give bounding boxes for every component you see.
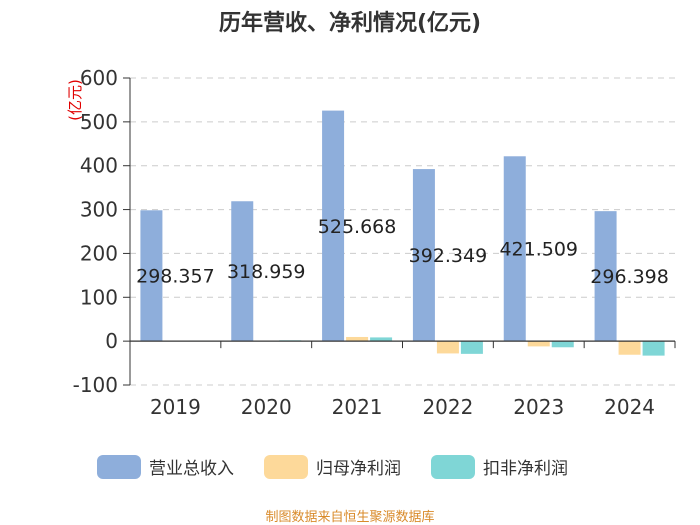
axes (129, 78, 676, 385)
legend-swatch (431, 455, 475, 479)
data-label: 318.959 (227, 261, 306, 283)
source-note: 制图数据来自恒生聚源数据库 (265, 509, 434, 525)
bar-2023-s1 (527, 341, 550, 347)
bar-2023-s0 (503, 156, 526, 342)
data-label: 392.349 (409, 245, 488, 267)
x-tick-label: 2020 (241, 395, 292, 419)
data-label: 298.357 (136, 266, 215, 288)
bar-2024-s0 (594, 211, 617, 342)
y-axis-ticks: -100 0 100 200 300 400 500 600 (73, 66, 130, 397)
y-tick-label: 200 (80, 241, 118, 265)
bar-2022-s1 (436, 341, 459, 354)
legend-swatch (264, 455, 308, 479)
y-tick-label: 400 (80, 154, 118, 178)
data-labels: 298.357 318.959 525.668 392.349 421.509 296.3… (136, 216, 669, 288)
legend-label: 归母净利润 (316, 459, 401, 479)
bar-2021-s1 (346, 336, 369, 342)
bar-2024-s2 (642, 341, 665, 356)
legend-label: 营业总收入 (149, 459, 234, 479)
x-tick-label: 2019 (150, 395, 201, 419)
legend: 营业总收入 归母净利润 扣非净利润 (97, 455, 568, 479)
bar-2021-s2 (370, 337, 393, 342)
data-label: 421.509 (499, 239, 578, 261)
y-axis-label: (亿元) (66, 79, 84, 121)
x-tick-label: 2021 (332, 395, 383, 419)
bar-2019-s0 (140, 210, 163, 342)
data-label: 296.398 (590, 266, 669, 288)
y-tick-label: 300 (80, 198, 118, 222)
grid-lines (130, 77, 675, 386)
bar-2022-s0 (412, 169, 435, 342)
legend-swatch (97, 455, 141, 479)
bar-2022-s2 (460, 341, 483, 354)
y-tick-label: 0 (105, 329, 118, 353)
y-tick-label: -100 (73, 373, 118, 397)
bar-2021-s0 (322, 110, 345, 342)
y-tick-label: 100 (80, 285, 118, 309)
chart-title: 历年营收、净利情况(亿元) (219, 10, 481, 36)
bar-2024-s1 (618, 341, 641, 355)
legend-label: 扣非净利润 (483, 459, 568, 479)
x-axis-ticks: 2019 2020 2021 2022 2023 2024 (150, 395, 655, 419)
x-tick-label: 2023 (513, 395, 564, 419)
x-tick-label: 2022 (422, 395, 473, 419)
y-tick-label: 500 (80, 110, 118, 134)
data-label: 525.668 (318, 216, 397, 238)
bars (140, 110, 665, 356)
x-tick-label: 2024 (604, 395, 655, 419)
bar-2020-s0 (231, 201, 254, 342)
bar-2023-s2 (551, 341, 574, 348)
y-tick-label: 600 (80, 66, 118, 90)
